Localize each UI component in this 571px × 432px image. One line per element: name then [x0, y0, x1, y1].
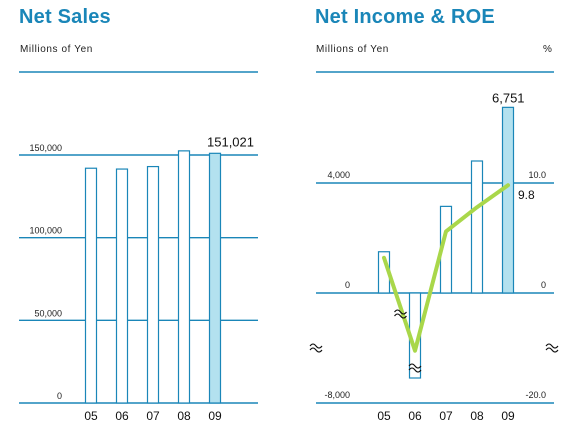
roe-ytick-label: 10.0	[528, 170, 546, 180]
net-income-unit-label: Millions of Yen	[316, 44, 389, 55]
axis-break-left-icon	[309, 343, 323, 353]
net-sales-bar	[177, 150, 191, 404]
net-sales-bar	[146, 165, 160, 404]
net-sales-xtick-label: 09	[208, 409, 222, 423]
roe-line	[382, 183, 510, 353]
net-sales-ytick-label: 100,000	[29, 226, 62, 236]
net-income-roe-title: Net Income & ROE	[315, 6, 495, 28]
net-income-xtick-label: 05	[377, 409, 391, 423]
net-sales-xtick-label: 06	[115, 409, 129, 423]
net-income-xtick-label: 09	[501, 409, 515, 423]
net-income-xtick-label: 06	[408, 409, 422, 423]
net-sales-xtick-label: 05	[84, 409, 98, 423]
net-sales-unit-label: Millions of Yen	[20, 44, 93, 55]
net-sales-bar	[84, 167, 98, 404]
net-income-bar	[470, 160, 484, 294]
net-sales-ytick-label: 0	[57, 391, 62, 401]
net-income-bar	[501, 106, 515, 294]
net-sales-ytick-label: 150,000	[29, 143, 62, 153]
net-income-xtick-label: 07	[439, 409, 453, 423]
net-income-ytick-label: 4,000	[327, 170, 350, 180]
net-sales-title: Net Sales	[19, 6, 111, 28]
net-sales-ytick-label: 50,000	[34, 308, 62, 318]
roe-data-label: 9.8	[518, 188, 535, 202]
net-sales-data-label: 151,021	[207, 134, 254, 149]
net-sales-bar	[208, 152, 222, 404]
net-income-ytick-label: 0	[345, 280, 350, 290]
roe-unit-label: %	[543, 44, 553, 55]
axis-break-right-icon	[545, 343, 559, 353]
net-sales-xtick-label: 08	[177, 409, 191, 423]
net-sales-bar	[115, 168, 129, 404]
axis-break-line-icon	[394, 309, 407, 319]
net-income-ytick-label: -8,000	[324, 390, 350, 400]
net-income-xtick-label: 08	[470, 409, 484, 423]
net-income-data-label: 6,751	[492, 90, 525, 105]
net-sales-xtick-label: 07	[146, 409, 160, 423]
roe-ytick-label: -20.0	[525, 390, 546, 400]
roe-ytick-label: 0	[541, 280, 546, 290]
axis-break-bar-icon	[408, 363, 422, 373]
